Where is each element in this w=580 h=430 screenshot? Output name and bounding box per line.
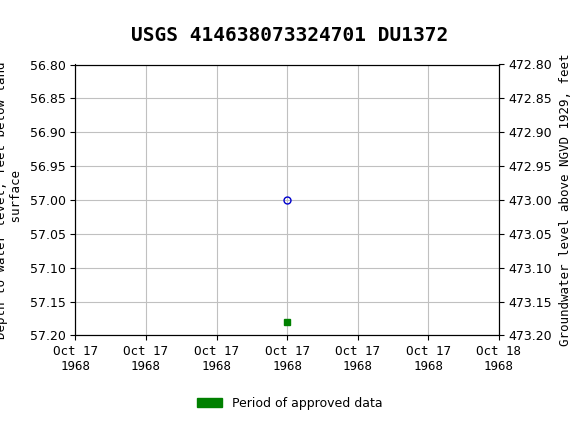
Text: █USGS: █USGS	[12, 11, 70, 34]
Y-axis label: Groundwater level above NGVD 1929, feet: Groundwater level above NGVD 1929, feet	[559, 54, 572, 346]
Y-axis label: Depth to water level, feet below land
 surface: Depth to water level, feet below land su…	[0, 61, 23, 339]
Text: USGS 414638073324701 DU1372: USGS 414638073324701 DU1372	[132, 26, 448, 45]
Legend: Period of approved data: Period of approved data	[192, 392, 388, 415]
